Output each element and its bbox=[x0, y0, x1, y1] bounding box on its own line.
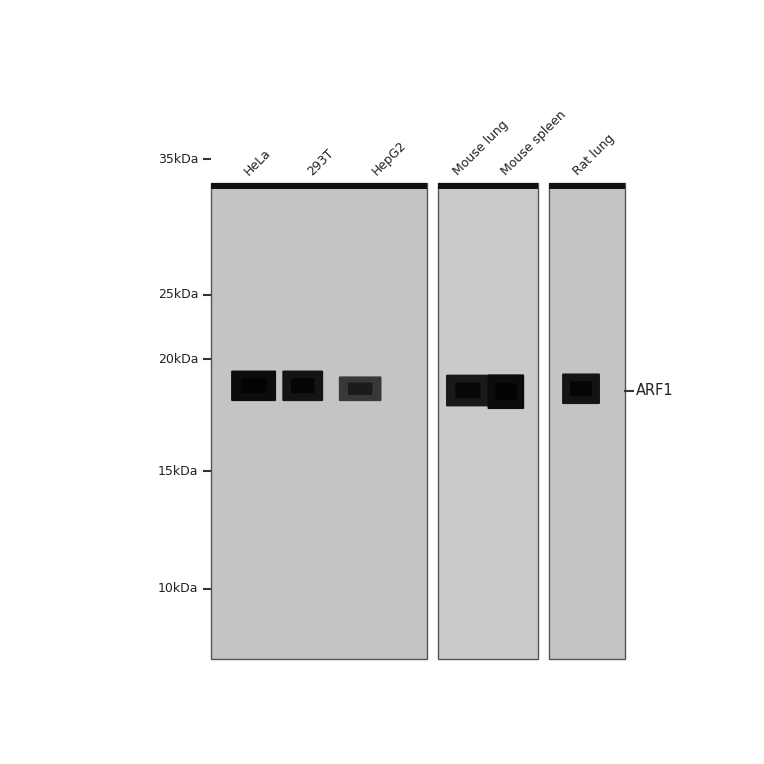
Text: 15kDa: 15kDa bbox=[158, 465, 199, 478]
Text: 25kDa: 25kDa bbox=[158, 288, 199, 301]
FancyBboxPatch shape bbox=[291, 378, 315, 393]
Text: 35kDa: 35kDa bbox=[158, 153, 199, 166]
Text: Rat lung: Rat lung bbox=[571, 132, 617, 178]
FancyBboxPatch shape bbox=[241, 378, 267, 393]
Text: 10kDa: 10kDa bbox=[158, 582, 199, 595]
Text: Mouse spleen: Mouse spleen bbox=[499, 108, 569, 178]
Bar bbox=[549, 183, 626, 189]
FancyBboxPatch shape bbox=[495, 384, 516, 400]
Text: 293T: 293T bbox=[305, 147, 336, 178]
FancyBboxPatch shape bbox=[348, 383, 372, 395]
FancyBboxPatch shape bbox=[283, 371, 323, 401]
FancyBboxPatch shape bbox=[339, 377, 381, 401]
FancyBboxPatch shape bbox=[487, 374, 524, 409]
FancyBboxPatch shape bbox=[446, 374, 490, 406]
Text: HeLa: HeLa bbox=[241, 147, 274, 178]
Text: Mouse lung: Mouse lung bbox=[451, 118, 510, 178]
Text: ARF1: ARF1 bbox=[636, 383, 674, 398]
Bar bbox=[438, 183, 539, 659]
Text: 20kDa: 20kDa bbox=[158, 353, 199, 366]
Bar bbox=[549, 183, 626, 659]
Bar bbox=[211, 183, 427, 189]
Bar bbox=[211, 183, 427, 659]
FancyBboxPatch shape bbox=[562, 374, 600, 404]
FancyBboxPatch shape bbox=[455, 383, 481, 398]
Bar bbox=[438, 183, 539, 189]
FancyBboxPatch shape bbox=[570, 381, 592, 397]
Text: HepG2: HepG2 bbox=[369, 139, 409, 178]
FancyBboxPatch shape bbox=[231, 371, 276, 401]
